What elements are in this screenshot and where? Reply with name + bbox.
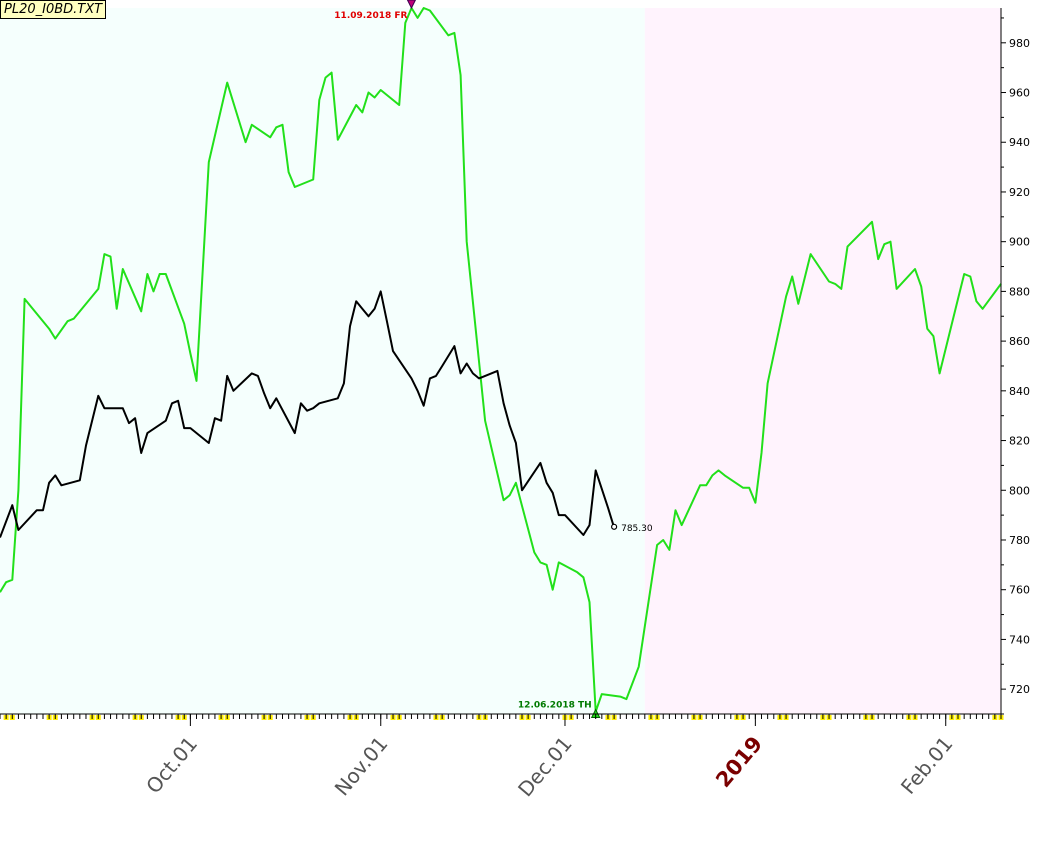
- y-tick-label: 860: [1009, 335, 1030, 348]
- shading-region-1: [644, 8, 1001, 714]
- y-tick-label: 760: [1009, 584, 1030, 597]
- low-annotation-label: 12.06.2018 TH: [518, 701, 592, 711]
- x-tick-label: Nov.01: [330, 732, 393, 801]
- x-tick-label: 2019: [711, 732, 767, 792]
- shading-region-0: [0, 8, 645, 714]
- high-marker: [406, 0, 417, 10]
- y-tick-label: 940: [1009, 136, 1030, 149]
- y-tick-label: 880: [1009, 285, 1030, 298]
- y-tick-label: 980: [1009, 37, 1030, 50]
- series-line-1: [0, 290, 616, 538]
- x-tick-label: Dec.01: [513, 732, 577, 801]
- y-tick-label: 900: [1009, 236, 1030, 249]
- last-value-marker: [611, 523, 618, 530]
- background-shading: [0, 8, 1001, 714]
- y-tick-label: 720: [1009, 683, 1030, 696]
- series-line-0: [0, 7, 1002, 713]
- y-tick-label: 800: [1009, 484, 1030, 497]
- y-tick-label: 780: [1009, 534, 1030, 547]
- last-value-label: 785.30: [621, 524, 653, 534]
- series-layer: [0, 7, 1002, 713]
- x-tick-label: Feb.01: [896, 732, 958, 799]
- chart-title: PL20_I0BD.TXT: [0, 0, 107, 19]
- y-tick-label: 740: [1009, 633, 1030, 646]
- y-tick-label: 840: [1009, 385, 1030, 398]
- y-tick-label: 960: [1009, 87, 1030, 100]
- y-tick-label: 920: [1009, 186, 1030, 199]
- high-annotation-label: 11.09.2018 FR: [334, 11, 407, 21]
- x-tick-label: Oct.01: [141, 732, 202, 798]
- y-tick-label: 820: [1009, 435, 1030, 448]
